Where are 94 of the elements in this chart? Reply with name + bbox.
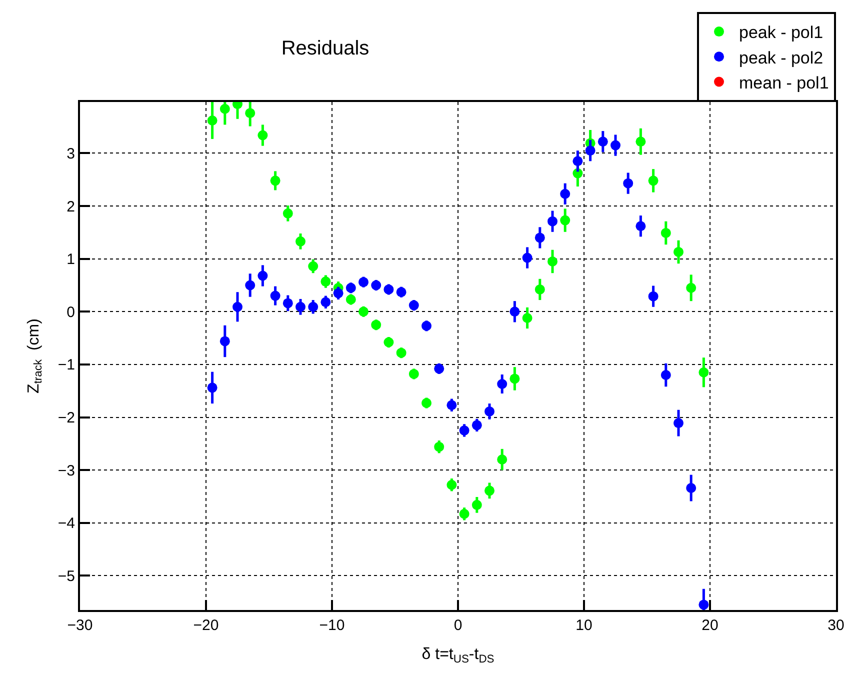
- chart-title: Residuals: [281, 38, 370, 60]
- point: [698, 367, 709, 378]
- point: [422, 320, 432, 331]
- point: [497, 378, 508, 389]
- x-tick-label: 30: [828, 617, 844, 634]
- point: [585, 146, 596, 156]
- point: [446, 400, 457, 410]
- x-tick-label: −20: [193, 617, 219, 634]
- point: [648, 176, 658, 186]
- point: [510, 374, 520, 384]
- point: [598, 136, 608, 147]
- point: [636, 221, 646, 232]
- y-tick-label: 1: [66, 251, 75, 268]
- point: [648, 291, 658, 302]
- point: [660, 370, 671, 380]
- point: [434, 364, 444, 374]
- y-tick-label: 3: [66, 145, 75, 162]
- point: [408, 300, 419, 310]
- point: [308, 261, 318, 272]
- legend-label: peak - pol1: [739, 23, 824, 42]
- point: [245, 280, 256, 290]
- point: [408, 368, 419, 379]
- point: [296, 302, 306, 312]
- point: [459, 508, 470, 519]
- point: [472, 500, 482, 510]
- point: [674, 246, 684, 257]
- point: [396, 287, 406, 298]
- point: [698, 600, 709, 610]
- x-tick-label: −10: [319, 617, 345, 634]
- point: [534, 232, 545, 243]
- point: [459, 425, 470, 436]
- point: [245, 108, 256, 118]
- point: [610, 140, 620, 150]
- point: [560, 188, 570, 199]
- y-tick-label: −2: [58, 410, 75, 427]
- point: [623, 178, 634, 188]
- point: [472, 420, 482, 430]
- point: [270, 290, 280, 301]
- point: [484, 406, 494, 416]
- point: [358, 306, 368, 317]
- point: [522, 312, 532, 323]
- point: [358, 277, 368, 288]
- x-tick-label: 20: [702, 617, 718, 634]
- point: [207, 115, 218, 126]
- x-tick-label: 10: [576, 617, 592, 634]
- point: [484, 486, 494, 496]
- point: [296, 236, 306, 246]
- point: [522, 252, 532, 263]
- point: [320, 276, 331, 287]
- point: [282, 208, 293, 218]
- point: [534, 284, 545, 294]
- point: [686, 483, 696, 494]
- point: [220, 104, 230, 114]
- point: [548, 256, 558, 266]
- point: [258, 270, 268, 281]
- point: [207, 382, 218, 393]
- point: [674, 418, 684, 428]
- point: [371, 320, 382, 330]
- point: [346, 282, 356, 293]
- point: [270, 176, 280, 186]
- point: [660, 228, 671, 238]
- point: [220, 336, 230, 346]
- point: [384, 337, 394, 348]
- point: [497, 454, 508, 464]
- point: [333, 288, 344, 298]
- point: [396, 348, 406, 358]
- x-axis-title: δ t=t$_{US}$-t$_{DS}$: [422, 646, 494, 666]
- point: [510, 306, 520, 317]
- y-tick-label: 0: [66, 304, 75, 321]
- point: [422, 398, 432, 408]
- point: [384, 284, 394, 294]
- point: [560, 215, 570, 226]
- x-tick-label: 0: [454, 617, 462, 634]
- y-tick-label: −4: [58, 515, 75, 532]
- point: [572, 156, 583, 166]
- point: [548, 216, 558, 226]
- point: [232, 302, 242, 312]
- x-tick-label: −30: [67, 617, 93, 634]
- point: [320, 297, 331, 308]
- point: [636, 136, 646, 147]
- point: [282, 298, 293, 308]
- legend-label: mean - pol1: [739, 73, 829, 92]
- point: [434, 442, 444, 452]
- y-tick-label: −3: [58, 462, 75, 480]
- point: [446, 480, 457, 490]
- point: [258, 130, 268, 140]
- y-tick-label: 2: [66, 198, 75, 216]
- point: [346, 294, 356, 304]
- point: [371, 280, 382, 290]
- point: [686, 282, 696, 293]
- y-tick-label: −1: [58, 356, 75, 374]
- legend-label: peak - pol2: [739, 48, 824, 68]
- point: [308, 302, 318, 312]
- y-tick-label: −5: [58, 568, 75, 585]
